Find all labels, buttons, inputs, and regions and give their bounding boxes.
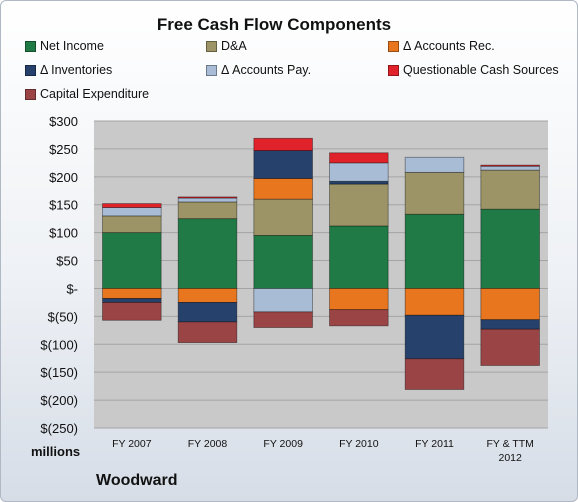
bar-segment — [102, 203, 162, 208]
y-tick-label: $100 — [49, 226, 78, 241]
bar-segment — [480, 165, 540, 171]
bar-segment — [177, 302, 238, 323]
bar-segment — [177, 197, 238, 203]
y-tick-label: $(250) — [40, 421, 78, 436]
bar-segment — [177, 196, 238, 199]
bar-segment — [177, 321, 238, 343]
bar-segment — [102, 288, 162, 299]
bar-segment — [253, 235, 313, 289]
bar-segment — [102, 302, 162, 321]
x-tick-label: 2012 — [498, 452, 522, 464]
bar-segment — [329, 180, 389, 185]
legend-label: Δ Accounts Rec. — [403, 39, 495, 53]
bar-segment — [404, 358, 465, 390]
legend-label: Questionable Cash Sources — [403, 63, 559, 77]
legend-swatch — [25, 64, 36, 76]
legend-label: Δ Accounts Pay. — [221, 63, 312, 77]
legend-item: Net Income — [25, 38, 104, 54]
y-tick-label: $250 — [49, 142, 78, 157]
bar-segment — [404, 156, 465, 173]
legend-label: D&A — [221, 39, 247, 53]
y-tick-label: $200 — [49, 170, 78, 185]
bar-segment — [253, 198, 313, 236]
bar-segment — [329, 162, 389, 182]
bar-segment — [480, 208, 540, 289]
bar-segment — [102, 207, 162, 217]
bar-segment — [177, 288, 238, 303]
y-tick-label: $(100) — [40, 337, 78, 352]
bar-segment — [253, 311, 313, 328]
legend-item: D&A — [206, 38, 247, 54]
bar-segment — [480, 164, 540, 167]
legend-swatch — [388, 40, 399, 52]
company-label: Woodward — [96, 472, 178, 489]
bar-segment — [329, 152, 389, 164]
y-tick-label: $300 — [49, 114, 78, 129]
legend-item: Δ Accounts Pay. — [206, 62, 311, 78]
legend-swatch — [25, 40, 36, 52]
bar-segment — [404, 288, 465, 316]
legend-label: Net Income — [40, 39, 104, 53]
units-label: millions — [31, 444, 81, 459]
bar-segment — [253, 178, 313, 200]
x-tick-label: FY 2008 — [188, 438, 228, 450]
legend-label: Capital Expenditure — [40, 87, 150, 101]
bar-segment — [329, 225, 389, 289]
y-tick-label: $- — [66, 281, 78, 296]
bar-segment — [177, 218, 238, 289]
legend-item: Δ Accounts Rec. — [388, 38, 495, 54]
x-tick-label: FY 2009 — [263, 438, 303, 450]
legend-swatch — [25, 88, 36, 100]
bar-segment — [329, 288, 389, 311]
bar-segment — [480, 169, 540, 210]
legend-item: Capital Expenditure — [25, 86, 149, 102]
bar-segment — [253, 288, 313, 313]
bar-segment — [480, 288, 540, 321]
legend-item: Δ Inventories — [25, 62, 112, 78]
bar-segment — [480, 328, 540, 366]
bar-segment — [102, 232, 162, 289]
x-tick-label: FY 2010 — [339, 438, 379, 450]
legend-swatch — [388, 64, 399, 76]
plot-area — [94, 121, 548, 428]
bar-segment — [404, 171, 465, 215]
x-tick-label: FY 2007 — [112, 438, 152, 450]
y-tick-label: $(200) — [40, 393, 78, 408]
bar-segment — [404, 314, 465, 360]
bar-segment — [480, 319, 540, 330]
legend-label: Δ Inventories — [40, 63, 113, 77]
chart-title: Free Cash Flow Components — [156, 15, 392, 34]
legend-item: Questionable Cash Sources — [388, 62, 559, 78]
y-tick-label: $(150) — [40, 365, 78, 380]
bar-segment — [102, 215, 162, 234]
y-tick-label: $(50) — [48, 309, 78, 324]
bar-segment — [253, 150, 313, 179]
legend-swatch — [206, 64, 217, 76]
bar-segment — [253, 137, 313, 151]
y-tick-label: $50 — [56, 254, 78, 269]
y-tick-label: $150 — [49, 198, 78, 213]
bar-segment — [329, 183, 389, 227]
bar-segment — [329, 309, 389, 327]
legend-swatch — [206, 40, 217, 52]
bar-segment — [177, 201, 238, 220]
x-tick-label: FY 2011 — [415, 438, 454, 450]
bar-segment — [404, 213, 465, 289]
x-tick-label: FY & TTM — [486, 438, 533, 450]
bar-segment — [102, 298, 162, 303]
